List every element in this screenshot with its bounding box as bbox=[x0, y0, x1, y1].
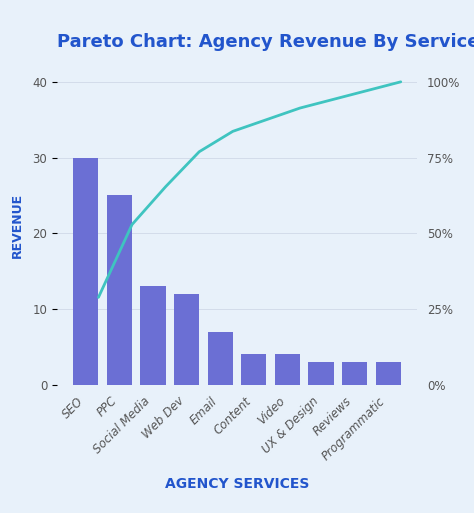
Text: Pareto Chart: Agency Revenue By Service: Pareto Chart: Agency Revenue By Service bbox=[57, 33, 474, 51]
Y-axis label: REVENUE: REVENUE bbox=[11, 193, 24, 258]
Bar bbox=[174, 294, 199, 385]
X-axis label: AGENCY SERVICES: AGENCY SERVICES bbox=[165, 477, 309, 490]
Bar bbox=[140, 286, 165, 385]
Bar bbox=[342, 362, 367, 385]
Bar bbox=[107, 195, 132, 385]
Bar bbox=[309, 362, 334, 385]
Bar bbox=[208, 332, 233, 385]
Bar bbox=[375, 362, 401, 385]
Bar bbox=[275, 354, 300, 385]
Bar bbox=[73, 157, 99, 385]
Bar bbox=[241, 354, 266, 385]
